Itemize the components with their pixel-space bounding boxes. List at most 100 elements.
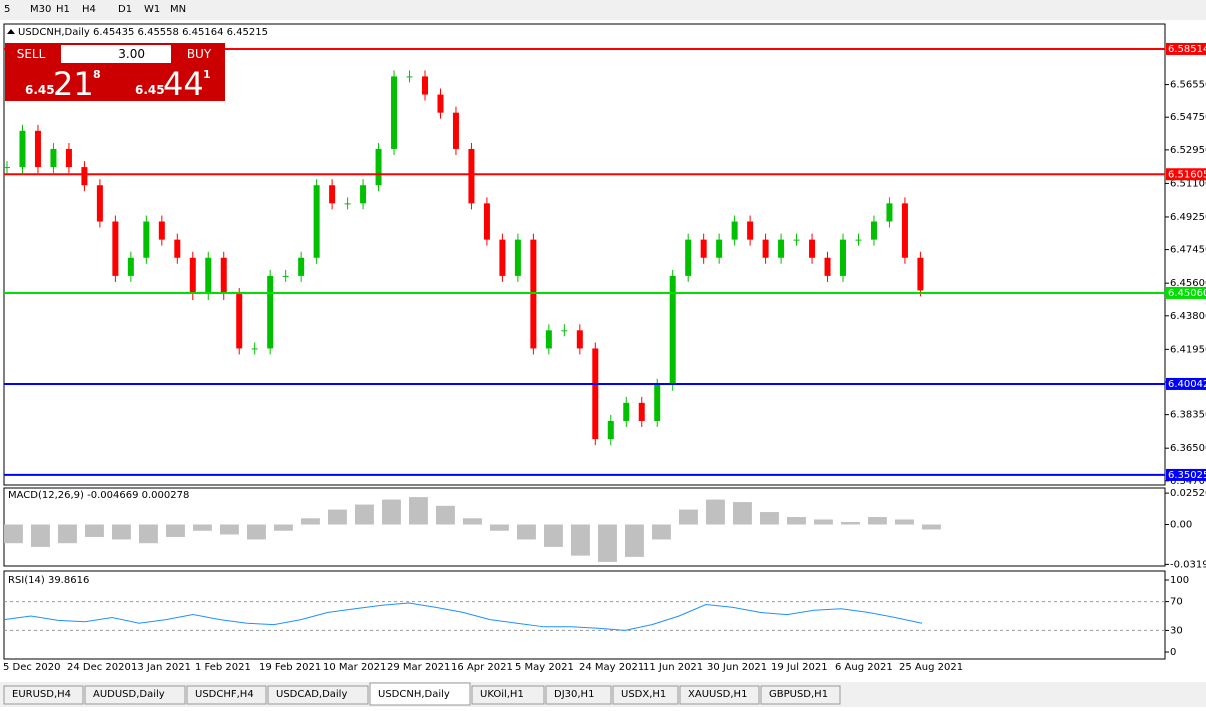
histogram-bar (436, 505, 455, 525)
y-tick-label: 30 (1170, 625, 1183, 636)
x-tick-label: 19 Jul 2021 (771, 662, 828, 673)
candle (406, 76, 413, 78)
candle (19, 130, 26, 168)
histogram-bar (706, 499, 725, 525)
candle (731, 221, 738, 240)
histogram-bar (31, 524, 50, 547)
sell-button[interactable]: SELL (16, 47, 46, 61)
candle (50, 148, 57, 168)
histogram-bar (571, 524, 590, 556)
y-tick-label: 6.56550 (1170, 80, 1206, 91)
ask-fraction: 1 (203, 68, 211, 81)
ask-big: 6.45 (135, 83, 165, 97)
x-tick-label: 13 Jan 2021 (131, 662, 191, 673)
x-tick-label: 10 Mar 2021 (323, 662, 386, 673)
timeframe-button[interactable]: W1 (144, 4, 160, 15)
histogram-bar (58, 524, 77, 544)
tab[interactable] (267, 685, 369, 705)
histogram-bar (247, 524, 266, 540)
timeframe-button[interactable]: 5 (4, 4, 10, 15)
candle (313, 185, 320, 258)
main-frame (3, 23, 1166, 486)
tab[interactable] (679, 685, 760, 705)
candle (654, 384, 661, 421)
tab[interactable] (760, 685, 841, 705)
tab[interactable] (369, 682, 471, 706)
x-tick-label: 16 Apr 2021 (451, 662, 513, 673)
tab-label: USDX,H1 (621, 689, 666, 700)
y-tick-label: 6.51100 (1170, 178, 1206, 189)
candle (545, 330, 552, 349)
level-tag (1166, 286, 1206, 299)
candle (375, 148, 382, 186)
tab[interactable] (84, 685, 186, 705)
level-tag (1166, 377, 1206, 390)
tab[interactable] (3, 685, 84, 705)
histogram-bar (301, 518, 320, 525)
x-tick-label: 1 Feb 2021 (195, 662, 251, 673)
histogram-bar (760, 512, 779, 525)
chart-header: USDCNH,Daily 6.45435 6.45558 6.45164 6.4… (18, 27, 268, 38)
tab[interactable] (471, 685, 545, 705)
tab[interactable] (545, 685, 612, 705)
histogram-bar (328, 509, 347, 525)
tab-label: USDCNH,Daily (378, 689, 450, 700)
histogram-bar (625, 524, 644, 557)
buy-button[interactable]: BUY (186, 47, 212, 61)
candle (561, 330, 568, 332)
bid-big: 6.45 (25, 83, 55, 97)
candle (855, 239, 862, 241)
histogram-bar (868, 517, 887, 525)
timeframe-button[interactable]: M30 (30, 4, 51, 15)
tab-label: UKOil,H1 (480, 689, 524, 700)
candle (112, 221, 119, 276)
candle (282, 275, 289, 277)
candle (917, 257, 924, 291)
timeframe-button[interactable]: H1 (56, 4, 70, 15)
y-tick-label: 6.54750 (1170, 112, 1206, 123)
histogram-bar (220, 524, 239, 535)
tab[interactable] (186, 685, 267, 705)
histogram-bar (841, 522, 860, 525)
x-tick-label: 30 Jun 2021 (707, 662, 767, 673)
candle (34, 130, 41, 168)
timeframe-button[interactable]: D1 (118, 4, 132, 15)
level-tag (1166, 168, 1206, 181)
candle (143, 221, 150, 258)
y-tick-label: 6.38350 (1170, 410, 1206, 421)
y-tick-label: 6.52950 (1170, 145, 1206, 156)
candle (267, 275, 274, 349)
candle (700, 239, 707, 258)
candle (840, 239, 847, 276)
histogram-bar (517, 524, 536, 540)
histogram-bar (409, 497, 428, 525)
timeframe-button[interactable]: MN (170, 4, 186, 15)
macd-label: MACD(12,26,9) -0.004669 0.000278 (8, 490, 189, 501)
y-tick-label: 100 (1170, 575, 1189, 586)
candle (514, 239, 521, 276)
x-tick-label: 24 May 2021 (579, 662, 644, 673)
toolbar (0, 0, 1206, 20)
tab[interactable] (612, 685, 679, 705)
candle (483, 203, 490, 240)
lot-input[interactable]: 3.00 (61, 45, 171, 63)
timeframe-button[interactable]: H4 (82, 4, 96, 15)
histogram-bar (787, 517, 806, 525)
candle (870, 221, 877, 240)
x-tick-label: 19 Feb 2021 (259, 662, 321, 673)
candle (607, 420, 614, 440)
candle (793, 239, 800, 241)
x-tick-label: 5 Dec 2020 (3, 662, 61, 673)
tab-label: DJ30,H1 (554, 689, 594, 700)
histogram-bar (733, 502, 752, 525)
y-tick-label: 0 (1170, 647, 1176, 658)
level-tag (1166, 42, 1206, 55)
candle (236, 294, 243, 349)
candle (530, 239, 537, 349)
tab-label: USDCAD,Daily (276, 689, 347, 700)
candle (158, 221, 165, 240)
candle (189, 257, 196, 295)
candle (4, 167, 10, 169)
